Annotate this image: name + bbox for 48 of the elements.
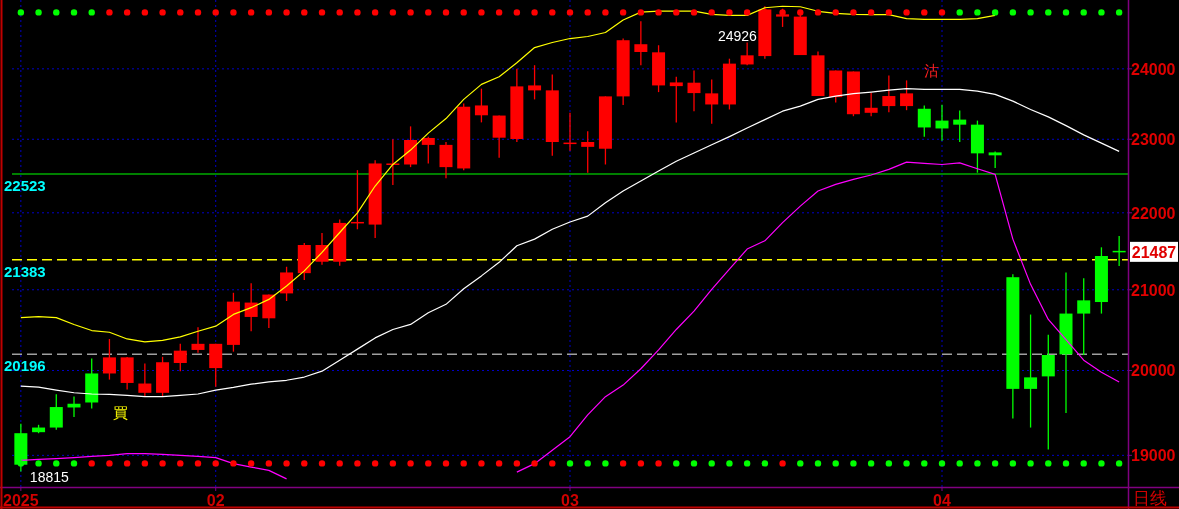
candlestick — [421, 136, 435, 165]
candlestick — [581, 130, 595, 174]
text: 21487 — [1131, 243, 1177, 261]
candlestick — [882, 74, 896, 113]
candlestick — [1024, 313, 1038, 429]
candlestick — [173, 343, 187, 372]
candlestick — [705, 78, 719, 125]
candlestick — [917, 104, 931, 138]
candlestick — [439, 141, 453, 179]
candlestick — [528, 64, 542, 101]
candlestick — [740, 41, 754, 66]
candlestick — [1077, 277, 1091, 356]
x-tick-label: 03 — [561, 492, 579, 509]
candlestick — [988, 150, 1002, 169]
y-tick-label: 20000 — [1131, 362, 1176, 380]
candlestick — [900, 79, 914, 111]
x-tick-label: 02 — [206, 492, 225, 509]
candlestick — [634, 20, 648, 66]
x-tick-label: 04 — [933, 492, 951, 509]
y-tick-label: 22000 — [1131, 204, 1176, 222]
candlestick — [864, 92, 878, 117]
candlestick — [474, 88, 488, 124]
annotation: 沽 — [923, 62, 939, 79]
x-tick-label: 2025 — [3, 492, 39, 509]
ref-line-label: 21383 — [4, 262, 46, 280]
candlestick — [669, 76, 683, 124]
candlestick — [315, 232, 329, 266]
y-tick-label: 23000 — [1131, 131, 1176, 149]
ref-line-label: 22523 — [4, 176, 46, 194]
y-tick-label: 21000 — [1131, 281, 1176, 299]
y-tick-label: 19000 — [1131, 447, 1176, 465]
candlestick — [687, 69, 701, 112]
y-tick-label: 24000 — [1131, 60, 1176, 78]
candlestick — [191, 326, 205, 354]
candlestick — [953, 109, 967, 143]
candlestick — [280, 266, 294, 302]
candlestick — [386, 138, 400, 186]
candlestick — [49, 393, 63, 431]
annotation: 18815 — [29, 469, 69, 485]
candlestick — [138, 362, 152, 397]
candlestick — [1041, 334, 1055, 451]
text: 日线 — [1133, 489, 1167, 508]
annotation: 24926 — [717, 28, 758, 44]
candlestick — [492, 114, 506, 159]
candlestick — [262, 293, 276, 329]
candlestick — [102, 338, 116, 381]
annotation: 買 — [112, 404, 128, 421]
ref-line-label: 20196 — [4, 357, 46, 375]
